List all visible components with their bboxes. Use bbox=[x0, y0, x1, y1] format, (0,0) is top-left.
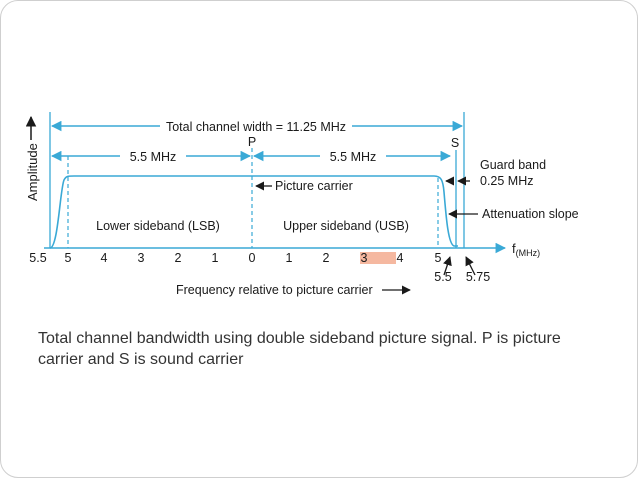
axis-tick-label: 4 bbox=[397, 251, 404, 265]
attenuation-label: Attenuation slope bbox=[482, 207, 579, 221]
axis-tick-label: 2 bbox=[323, 251, 330, 265]
axis-tick-label: 1 bbox=[286, 251, 293, 265]
s-label: S bbox=[451, 136, 459, 150]
axis-tick-label: 5 bbox=[65, 251, 72, 265]
guard-band-label: Guard band bbox=[480, 158, 546, 172]
lsb-label: Lower sideband (LSB) bbox=[96, 219, 220, 233]
axis-tick-labels: 5.5 5 4 3 2 1 0 1 2 3 4 5 bbox=[29, 251, 441, 265]
spectrum-curve bbox=[49, 175, 458, 249]
usb-label: Upper sideband (USB) bbox=[283, 219, 409, 233]
axis-tick-label: 5 bbox=[435, 251, 442, 265]
f-label: f(MHz) bbox=[512, 241, 540, 258]
lower-tick-label: 5.75 bbox=[466, 270, 490, 284]
axis-tick-label: 2 bbox=[175, 251, 182, 265]
left-span-label: 5.5 MHz bbox=[130, 150, 177, 164]
amplitude-label: Amplitude bbox=[25, 143, 40, 201]
p-label: P bbox=[248, 135, 256, 149]
axis-tick-label: 0 bbox=[249, 251, 256, 265]
axis-tick-label: 3 bbox=[361, 251, 368, 265]
tick-highlight bbox=[360, 252, 396, 264]
picture-carrier-label: Picture carrier bbox=[275, 179, 353, 193]
lower-tick-labels: 5.5 5.75 bbox=[434, 270, 490, 284]
tick-arrow-5-5 bbox=[443, 256, 452, 276]
axis-tick-label: 4 bbox=[101, 251, 108, 265]
frequency-axis-label: Frequency relative to picture carrier bbox=[176, 283, 373, 297]
slide-caption: Total channel bandwidth using double sid… bbox=[38, 330, 561, 368]
lower-tick-label: 5.5 bbox=[434, 270, 451, 284]
right-span-label: 5.5 MHz bbox=[330, 150, 377, 164]
guard-band-value: 0.25 MHz bbox=[480, 174, 534, 188]
axis-tick-label: 3 bbox=[138, 251, 145, 265]
total-width-label: Total channel width = 11.25 MHz bbox=[166, 120, 346, 134]
axis-tick-label: 5.5 bbox=[29, 251, 46, 265]
tick-arrow-5-75 bbox=[465, 256, 476, 276]
axis-tick-label: 1 bbox=[212, 251, 219, 265]
